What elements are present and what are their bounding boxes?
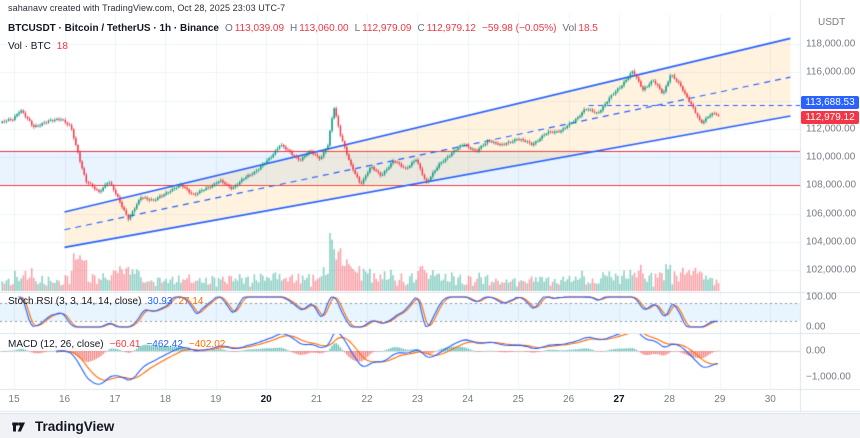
time-tick-label: 17 <box>109 394 121 405</box>
symbol-title[interactable]: BTCUSDT · Bitcoin / TetherUS · 1h · Bina… <box>8 23 219 34</box>
stoch-tick-label: 0.00 <box>806 321 826 333</box>
volume-row-label[interactable]: Vol · BTC <box>8 41 51 52</box>
change-value: −59.98 (−0.05%) <box>482 23 557 34</box>
time-tick-label: 25 <box>512 394 524 405</box>
macd-tick-label: 0.00 <box>806 345 826 357</box>
close-label: C <box>417 23 425 34</box>
alert-price-badge: 113,688.53 <box>801 95 859 109</box>
low-label: L <box>354 23 361 34</box>
volume-pair: Vol 18.5 <box>563 23 598 34</box>
volume-row-value: 18 <box>56 41 68 52</box>
stoch-d-value: 27.14 <box>178 296 204 307</box>
stoch-k-value: 30.93 <box>147 296 173 307</box>
time-tick-label: 24 <box>462 394 474 405</box>
price-tick-label: 118,000.00 <box>806 38 856 50</box>
macd-signal-value: −402.02 <box>188 339 226 350</box>
high-label: H <box>290 23 298 34</box>
time-tick-label: 15 <box>8 394 20 405</box>
macd-tick-label: −1,000.00 <box>806 371 851 383</box>
open-value: 113,039.09 <box>234 23 285 34</box>
volume-label: Vol <box>562 23 577 34</box>
last-price-badge: 112,979.12 <box>801 110 859 124</box>
time-tick-label: 22 <box>361 394 373 405</box>
volume-value: 18.5 <box>578 23 598 34</box>
tradingview-brand-text[interactable]: TradingView <box>35 419 115 434</box>
time-tick-label: 19 <box>210 394 222 405</box>
price-tick-label: 110,000.00 <box>806 151 856 163</box>
macd-line-value: −462.42 <box>146 339 183 350</box>
ohlc-low: L 112,979.09 <box>355 23 412 34</box>
time-tick-label: 29 <box>714 394 726 405</box>
time-tick-label: 16 <box>58 394 71 405</box>
macd-legend: MACD (12, 26, close) −60.41 −462.42 −402… <box>8 339 225 350</box>
ohlc-high: H 113,060.00 <box>290 23 349 34</box>
macd-label[interactable]: MACD (12, 26, close) <box>8 339 104 350</box>
price-axis-currency: USDT <box>818 17 846 28</box>
time-tick-label: 21 <box>311 394 323 405</box>
footer-bar: TradingView <box>0 413 860 438</box>
high-value: 113,060.00 <box>299 23 349 34</box>
price-tick-label: 106,000.00 <box>806 208 857 219</box>
price-tick-label: 116,000.00 <box>806 66 856 78</box>
time-tick-label: 30 <box>764 394 776 405</box>
stoch-tick-label: 100.00 <box>806 291 837 303</box>
time-tick-label: 28 <box>663 394 675 405</box>
price-tick-label: 112,000.00 <box>806 123 856 135</box>
attribution-text: sahanavv created with TradingView.com, O… <box>8 3 286 13</box>
tradingview-logo-icon[interactable] <box>10 418 28 436</box>
stoch-rsi-label[interactable]: Stoch RSI (3, 3, 14, 14, close) <box>8 296 142 307</box>
open-label: O <box>224 23 233 34</box>
time-tick-label: 23 <box>411 394 423 405</box>
close-value: 112,979.12 <box>426 23 476 34</box>
volume-legend: Vol · BTC 18 <box>8 41 68 52</box>
ohlc-close: C 112,979.12 <box>417 23 476 34</box>
stoch-rsi-legend: Stoch RSI (3, 3, 14, 14, close) 30.93 27… <box>8 296 203 307</box>
price-tick-label: 104,000.00 <box>806 236 857 248</box>
low-value: 112,979.09 <box>362 23 412 34</box>
ohlc-open: O 113,039.09 <box>225 23 284 34</box>
time-tick-label: 18 <box>159 394 171 405</box>
time-tick-label: 27 <box>613 394 625 405</box>
macd-hist-value: −60.41 <box>109 339 141 350</box>
price-tick-label: 102,000.00 <box>806 264 857 276</box>
time-tick-label: 20 <box>260 394 272 405</box>
time-tick-label: 26 <box>563 394 575 405</box>
price-tick-label: 108,000.00 <box>806 179 857 191</box>
main-legend: BTCUSDT · Bitcoin / TetherUS · 1h · Bina… <box>8 23 598 34</box>
